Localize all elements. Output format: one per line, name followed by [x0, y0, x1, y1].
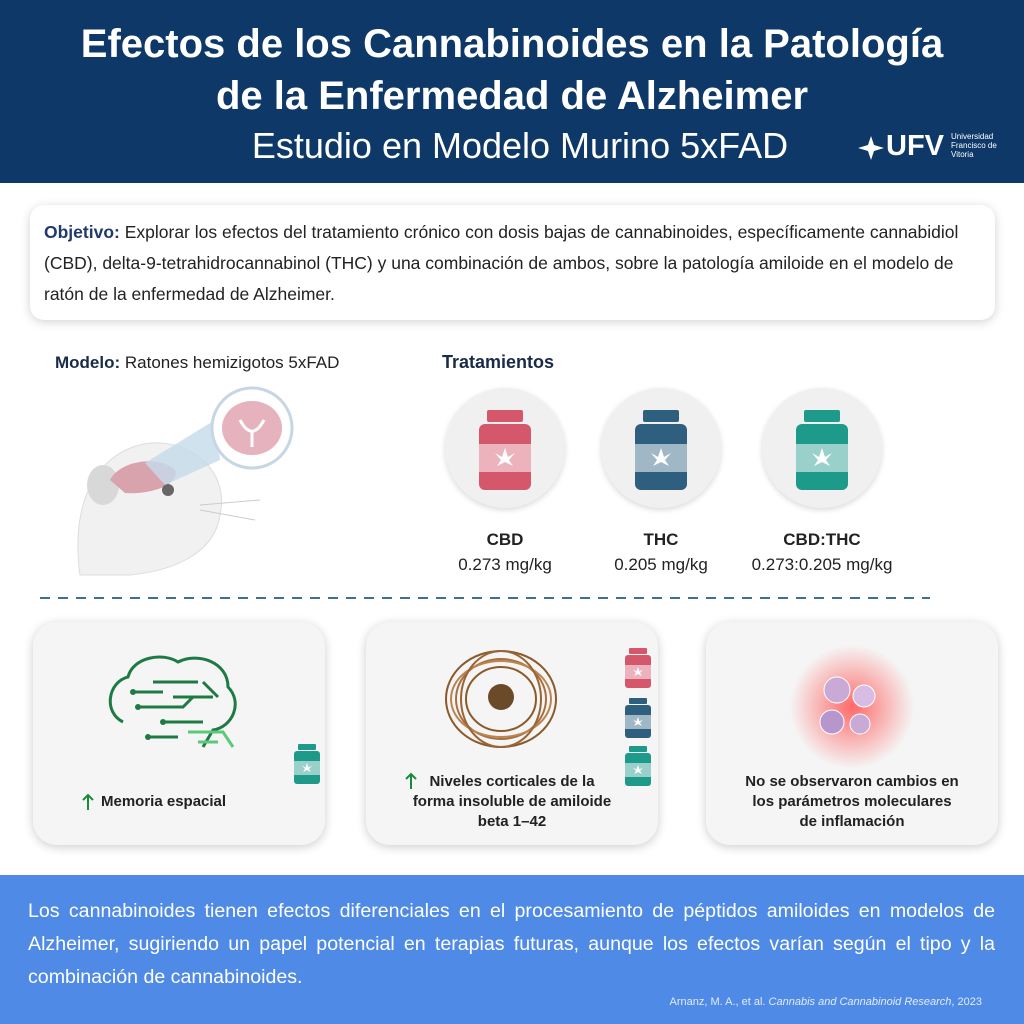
- bottle-icon: [635, 410, 687, 490]
- result-text: Niveles corticales de la forma insoluble…: [366, 772, 658, 832]
- brain-circuit-icon: [108, 655, 237, 748]
- bottle-icon: [796, 410, 848, 490]
- logo-line: Francisco de: [951, 141, 997, 150]
- result-text: Memoria espacial: [101, 793, 227, 810]
- treatment-circle: [762, 388, 882, 508]
- treatment-dose: 0.273 mg/kg: [458, 555, 552, 574]
- leaf: [812, 448, 832, 466]
- logo-name: UFV: [886, 130, 944, 162]
- treatment-name: CBD:THC: [783, 530, 861, 549]
- conclusion-band: [0, 875, 1024, 1024]
- logo-line: Universidad: [951, 132, 994, 141]
- bottle-wrap: [477, 410, 533, 495]
- result-line: forma insoluble de amiloide: [412, 793, 612, 810]
- result-line: beta 1–42: [477, 813, 547, 830]
- bottle-wrap: [633, 410, 689, 495]
- result-line: Niveles corticales de la: [429, 773, 595, 790]
- divider: [40, 597, 930, 599]
- citation-authors: Arnanz, M. A., et al.: [669, 996, 766, 1008]
- result-line: de inflamación: [799, 813, 905, 830]
- mouse-illustration: [77, 386, 294, 576]
- bottle-cap: [629, 746, 647, 752]
- treatment-circle: [601, 388, 721, 508]
- title-line: de la Enfermedad de Alzheimer: [215, 74, 809, 118]
- leaf: [302, 763, 312, 772]
- leaf: [495, 448, 515, 466]
- model-text: Ratones hemizigotos 5xFAD: [124, 353, 340, 372]
- up-arrow: [405, 772, 417, 789]
- logo-institution: Universidad Francisco de Vitoria: [951, 132, 997, 159]
- objective-card: Objetivo: Explorar los efectos del trata…: [30, 205, 995, 320]
- bottle-icon: [625, 746, 651, 786]
- model-label: Modelo:: [55, 353, 121, 372]
- leaf: [633, 765, 643, 774]
- result-line: No se observaron cambios en: [745, 773, 959, 790]
- treatment-name: THC: [643, 530, 679, 549]
- small-bottle: [624, 698, 652, 743]
- citation: Arnanz, M. A., et al. Cannabis and Canna…: [669, 996, 982, 1008]
- title-line: Efectos de los Cannabinoides en la Patol…: [80, 22, 944, 66]
- result-card: Memoria espacial: [33, 622, 325, 845]
- conclusion: Los cannabinoides tienen efectos diferen…: [28, 900, 995, 988]
- bottle-icon: [625, 648, 651, 688]
- bottle-icon: [294, 744, 320, 784]
- bottle-icon: [625, 698, 651, 738]
- objective-label: Objetivo:: [44, 222, 120, 242]
- treatment-name: CBD: [486, 530, 524, 549]
- citation-tail: , 2023: [951, 996, 982, 1008]
- amyloid-plaque-icon: [445, 650, 557, 748]
- logo-line: Vitoria: [951, 150, 974, 159]
- bottle-cap: [643, 410, 679, 422]
- leaf: [633, 667, 643, 676]
- treatment-dose: 0.205 mg/kg: [614, 555, 708, 574]
- bottle-cap: [487, 410, 523, 422]
- citation-journal: Cannabis and Cannabinoid Research: [768, 996, 952, 1008]
- treatments-heading: Tratamientos: [442, 352, 555, 372]
- logo-mark: [858, 136, 884, 160]
- bottle-cap: [629, 648, 647, 654]
- bottle-cap: [629, 698, 647, 704]
- inflammation-icon: [790, 645, 914, 769]
- leaf: [651, 448, 671, 466]
- result-card: No se observaron cambios en los parámetr…: [706, 622, 998, 845]
- model: Modelo: Ratones hemizigotos 5xFAD: [55, 353, 339, 373]
- treatment-circle: [445, 388, 565, 508]
- bottle-cap: [804, 410, 840, 422]
- bottle-icon: [479, 410, 531, 490]
- header: Efectos de los Cannabinoides en la Patol…: [0, 0, 1024, 183]
- bottle-wrap: [794, 410, 850, 495]
- result-card: Niveles corticales de la forma insoluble…: [366, 622, 658, 845]
- result-line: los parámetros moleculares: [752, 793, 952, 810]
- objective-text: Explorar los efectos del tratamiento cró…: [44, 222, 959, 304]
- small-bottle: [624, 746, 652, 791]
- leaf: [633, 717, 643, 726]
- bottle-cap: [298, 744, 316, 750]
- up-arrow: [82, 793, 94, 810]
- subtitle: Estudio en Modelo Murino 5xFAD: [251, 125, 789, 166]
- treatment-dose: 0.273:0.205 mg/kg: [751, 555, 893, 574]
- small-bottle: [293, 744, 321, 789]
- small-bottle: [624, 648, 652, 693]
- result-text: No se observaron cambios en los parámetr…: [706, 772, 998, 832]
